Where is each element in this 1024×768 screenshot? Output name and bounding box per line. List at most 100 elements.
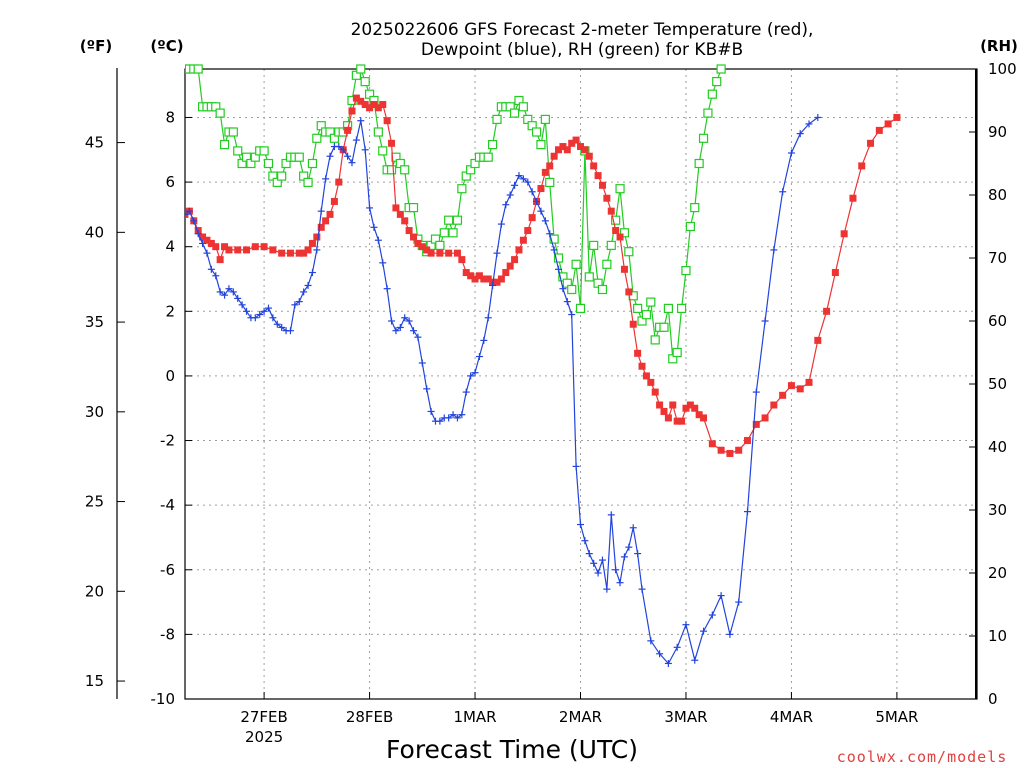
dewpoint-point: [401, 314, 409, 322]
rh-point: [672, 347, 682, 358]
dewpoint-point: [708, 611, 716, 619]
rh-point: [294, 152, 304, 162]
rh-point: [712, 76, 722, 87]
dewpoint-point: [634, 550, 642, 558]
rh-point: [553, 253, 564, 263]
rh-point: [193, 64, 203, 74]
temperature-point: [528, 214, 536, 222]
dewpoint-point: [449, 411, 457, 419]
dewpoint-point: [418, 359, 426, 367]
dewpoint-point: [190, 217, 198, 225]
temperature-point: [374, 104, 382, 112]
temperature-point: [519, 236, 527, 244]
temperature-point: [361, 101, 369, 109]
temperature-point: [625, 288, 633, 296]
temperature-point: [370, 101, 378, 109]
temperature-point: [559, 143, 567, 151]
temperature-point: [612, 227, 620, 235]
rh-series-line: [185, 67, 722, 361]
dewpoint-point: [221, 291, 229, 299]
x-tick-label: 2MAR: [559, 708, 602, 726]
dewpoint-point: [616, 579, 624, 587]
fahrenheit-tick-label: 30: [85, 403, 104, 421]
dewpoint-point: [273, 320, 281, 328]
rh-point: [488, 140, 498, 150]
x-tick-sublabel: 2025: [245, 728, 283, 746]
rh-point: [452, 215, 463, 225]
temperature-point: [506, 262, 514, 270]
rh-point: [233, 146, 243, 156]
celsius-tick-label: 8: [165, 108, 175, 126]
temperature-point: [300, 249, 308, 257]
rh-tick-label: 70: [988, 249, 1007, 267]
dewpoint-point: [212, 272, 220, 280]
rh-point: [386, 165, 397, 175]
rh-point: [690, 203, 700, 213]
rh-point: [685, 221, 695, 232]
dewpoint-point: [322, 175, 330, 183]
temperature-point: [686, 401, 694, 409]
temperature-point: [598, 181, 606, 189]
dewpoint-point: [194, 230, 202, 238]
dewpoint-point: [256, 311, 264, 319]
credit-link[interactable]: coolwx.com/models: [837, 748, 1008, 766]
rh-tick-label: 20: [988, 564, 1007, 582]
dewpoint-point: [357, 117, 365, 125]
rh-point: [716, 64, 726, 74]
temperature-point: [304, 246, 312, 254]
rh-point: [619, 228, 630, 238]
temperature-point: [308, 239, 316, 247]
chart-title-line-1: 2025022606 GFS Forecast 2-meter Temperat…: [351, 20, 814, 40]
dewpoint-point: [497, 220, 505, 228]
rh-point: [360, 76, 370, 87]
dewpoint-point: [225, 285, 233, 293]
dewpoint-series-line: [185, 117, 819, 665]
fahrenheit-tick-label: 40: [85, 223, 104, 241]
dewpoint-point: [664, 659, 672, 667]
rh-point: [703, 108, 713, 118]
temperature-point: [207, 239, 215, 247]
fahrenheit-tick-label: 25: [85, 493, 104, 511]
dewpoint-point: [185, 207, 193, 215]
rh-point: [531, 127, 542, 137]
dewpoint-point: [519, 175, 527, 183]
rh-point: [378, 146, 388, 156]
temperature-point: [243, 246, 251, 254]
temperature-point: [787, 382, 795, 390]
temperature-point: [708, 440, 716, 448]
dewpoint-point: [458, 411, 466, 419]
dewpoint-point: [577, 521, 584, 529]
temperature-point: [335, 178, 343, 186]
celsius-tick-label: -8: [160, 625, 175, 643]
dewpoint-point: [234, 294, 242, 302]
temperature-point: [893, 113, 901, 121]
temperature-point: [357, 97, 365, 105]
dewpoint-point: [563, 298, 571, 306]
dewpoint-point: [761, 317, 769, 325]
dewpoint-point: [805, 120, 813, 128]
dewpoint-point: [537, 207, 545, 215]
dewpoint-point: [787, 149, 795, 157]
rh-tick-label: 80: [988, 186, 1007, 204]
rh-point: [549, 234, 559, 244]
dewpoint-point: [546, 230, 554, 238]
rh-point: [589, 240, 599, 250]
temperature-point: [642, 372, 650, 380]
temperature-point: [563, 146, 571, 154]
dewpoint-point: [352, 136, 360, 144]
rh-point: [545, 177, 555, 187]
celsius-tick-label: 0: [165, 367, 175, 385]
rh-point: [263, 158, 274, 169]
dewpoint-point: [308, 269, 316, 277]
temperature-point: [568, 139, 576, 147]
dewpoint-point: [396, 323, 404, 331]
temperature-point: [814, 336, 822, 344]
rh-point: [707, 89, 717, 99]
dewpoint-point: [638, 585, 646, 593]
axis-ticks: -10-8-6-4-202468152025303540450102030405…: [85, 60, 1017, 746]
dewpoint-point: [515, 172, 523, 180]
temperature-point: [581, 146, 589, 154]
rh-point: [646, 297, 656, 307]
dewpoint-point: [625, 543, 633, 551]
